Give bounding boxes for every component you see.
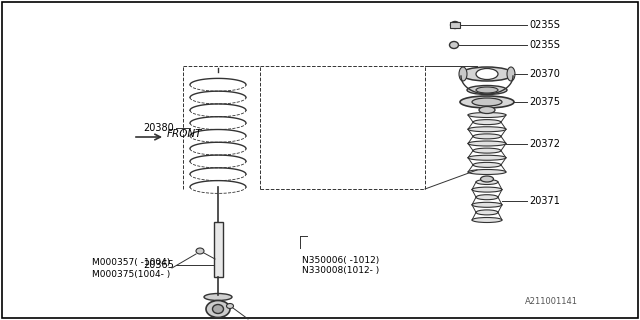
Ellipse shape <box>468 141 506 146</box>
Ellipse shape <box>467 85 507 94</box>
Text: 20372: 20372 <box>529 139 560 148</box>
Text: FRONT: FRONT <box>167 129 202 139</box>
Ellipse shape <box>212 305 223 314</box>
Ellipse shape <box>473 120 501 124</box>
Ellipse shape <box>204 293 232 300</box>
Ellipse shape <box>451 21 460 28</box>
Ellipse shape <box>459 67 467 81</box>
Ellipse shape <box>472 202 502 207</box>
Text: N350006( -1012): N350006( -1012) <box>302 255 380 265</box>
Text: M000375(1004- ): M000375(1004- ) <box>92 269 170 278</box>
Ellipse shape <box>472 218 502 222</box>
Ellipse shape <box>196 248 204 254</box>
Ellipse shape <box>473 134 501 139</box>
Ellipse shape <box>476 210 498 215</box>
Text: N330008(1012- ): N330008(1012- ) <box>302 267 380 276</box>
Ellipse shape <box>206 300 230 317</box>
Bar <box>214 222 223 277</box>
Ellipse shape <box>479 107 495 114</box>
Ellipse shape <box>468 113 506 117</box>
Ellipse shape <box>468 170 506 174</box>
Ellipse shape <box>476 87 498 93</box>
Ellipse shape <box>473 162 501 167</box>
Ellipse shape <box>473 148 501 153</box>
Bar <box>450 22 460 28</box>
Ellipse shape <box>476 195 498 200</box>
Text: 0235S: 0235S <box>529 20 560 30</box>
Ellipse shape <box>461 67 513 81</box>
Text: 20371: 20371 <box>529 196 560 206</box>
Ellipse shape <box>468 155 506 160</box>
Text: 20380: 20380 <box>143 123 174 133</box>
Ellipse shape <box>472 187 502 192</box>
Ellipse shape <box>476 68 498 79</box>
Ellipse shape <box>460 96 514 108</box>
Ellipse shape <box>507 67 515 81</box>
Text: 20375: 20375 <box>529 97 560 107</box>
Text: 20370: 20370 <box>529 69 560 79</box>
Text: 20365: 20365 <box>143 260 174 270</box>
Ellipse shape <box>472 98 502 106</box>
Ellipse shape <box>476 180 498 185</box>
Text: M000357( -1004): M000357( -1004) <box>92 259 170 268</box>
Text: 0235S: 0235S <box>529 40 560 50</box>
Ellipse shape <box>449 42 458 49</box>
Ellipse shape <box>481 176 493 182</box>
Ellipse shape <box>227 303 234 308</box>
Text: A211001141: A211001141 <box>525 297 578 306</box>
Ellipse shape <box>468 127 506 132</box>
